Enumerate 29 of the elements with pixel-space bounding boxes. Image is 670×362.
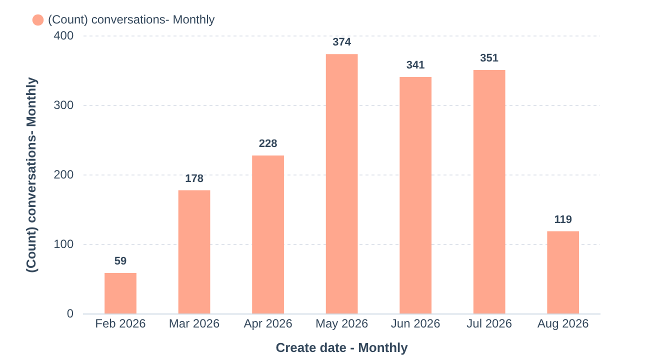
bar [252,156,284,314]
legend-label: (Count) conversations- Monthly [48,12,215,26]
y-tick-label: 300 [54,98,74,112]
data-label: 374 [332,36,352,49]
data-label: 351 [480,52,499,65]
data-label: 228 [258,138,278,150]
x-tick-label: Aug 2026 [537,316,590,331]
y-tick-label: 400 [54,28,74,42]
x-axis-title: Create date - Monthly [276,340,409,355]
data-label: 59 [114,256,127,268]
bar [178,190,210,314]
data-label: 119 [554,214,572,226]
y-tick-label: 100 [54,236,74,251]
x-tick-label: May 2026 [315,316,368,331]
bar [104,272,136,314]
data-label: 178 [185,172,204,185]
y-axis-title: (Count) conversations- Monthly [23,76,38,273]
bar [547,231,580,314]
x-tick-label: Apr 2026 [244,316,293,331]
x-tick-label: Mar 2026 [168,316,220,331]
x-tick-label: Jul 2026 [466,316,512,331]
y-tick-label: 200 [54,167,74,182]
y-tick-label: 0 [66,306,74,320]
bar [400,77,432,314]
bar [326,54,358,314]
data-label: 341 [406,60,425,72]
x-tick-label: Feb 2026 [95,316,146,331]
bar [473,70,506,314]
x-tick-label: Jun 2026 [390,316,441,331]
